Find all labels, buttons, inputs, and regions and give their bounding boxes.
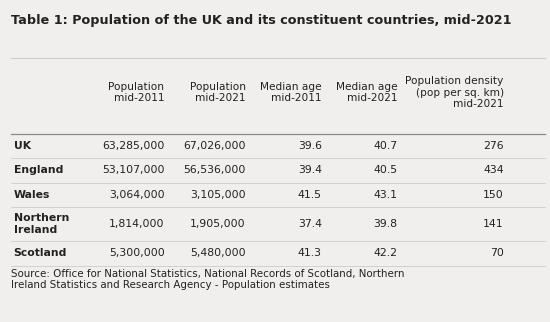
Text: 37.4: 37.4 (298, 219, 322, 229)
Text: 150: 150 (483, 190, 504, 200)
Text: 63,285,000: 63,285,000 (102, 141, 164, 151)
Text: 43.1: 43.1 (373, 190, 398, 200)
Text: Median age
mid-2011: Median age mid-2011 (260, 82, 322, 103)
Text: Population density
(pop per sq. km)
mid-2021: Population density (pop per sq. km) mid-… (405, 76, 504, 109)
Text: Wales: Wales (14, 190, 50, 200)
Text: 53,107,000: 53,107,000 (102, 165, 164, 175)
Text: 276: 276 (483, 141, 504, 151)
Text: 39.8: 39.8 (373, 219, 398, 229)
Text: 39.6: 39.6 (298, 141, 322, 151)
Text: Population
mid-2021: Population mid-2021 (190, 82, 246, 103)
Text: 40.7: 40.7 (373, 141, 398, 151)
Text: 39.4: 39.4 (298, 165, 322, 175)
Text: 3,064,000: 3,064,000 (109, 190, 164, 200)
Text: Table 1: Population of the UK and its constituent countries, mid-2021: Table 1: Population of the UK and its co… (11, 14, 512, 27)
Text: 434: 434 (483, 165, 504, 175)
Text: 40.5: 40.5 (373, 165, 398, 175)
Text: UK: UK (14, 141, 31, 151)
Text: 5,480,000: 5,480,000 (190, 249, 246, 259)
Text: 70: 70 (490, 249, 504, 259)
Text: England: England (14, 165, 63, 175)
Text: 42.2: 42.2 (373, 249, 398, 259)
Text: 3,105,000: 3,105,000 (190, 190, 246, 200)
Text: 41.3: 41.3 (298, 249, 322, 259)
Text: Northern
Ireland: Northern Ireland (14, 213, 69, 235)
Text: 41.5: 41.5 (298, 190, 322, 200)
Text: Source: Office for National Statistics, National Records of Scotland, Northern
I: Source: Office for National Statistics, … (11, 269, 404, 290)
Text: Population
mid-2011: Population mid-2011 (108, 82, 164, 103)
Text: Scotland: Scotland (14, 249, 67, 259)
Text: Median age
mid-2021: Median age mid-2021 (336, 82, 398, 103)
Text: 1,814,000: 1,814,000 (109, 219, 164, 229)
Text: 1,905,000: 1,905,000 (190, 219, 246, 229)
Text: 5,300,000: 5,300,000 (109, 249, 164, 259)
Text: 56,536,000: 56,536,000 (184, 165, 246, 175)
Text: 67,026,000: 67,026,000 (183, 141, 246, 151)
Text: 141: 141 (483, 219, 504, 229)
